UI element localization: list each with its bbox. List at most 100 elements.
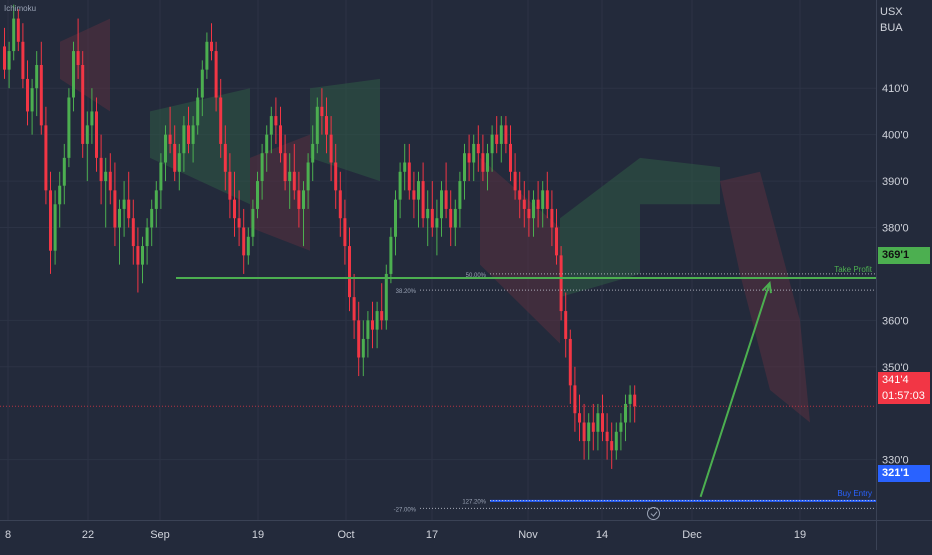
candle-127 xyxy=(587,413,591,460)
candle-99 xyxy=(458,171,462,228)
y-tick-label-3: 380'0 xyxy=(882,223,909,235)
candle-110 xyxy=(509,125,512,182)
candle-body-41 xyxy=(191,125,195,144)
trade-arrow xyxy=(699,281,772,498)
candle-body-35 xyxy=(164,134,167,163)
candle-122 xyxy=(564,292,568,358)
last-price-value: 341'4 xyxy=(882,374,909,386)
candle-126 xyxy=(582,403,586,460)
candle-body-10 xyxy=(49,190,52,251)
candle-107 xyxy=(495,116,499,154)
candle-body-80 xyxy=(371,320,374,330)
candle-8 xyxy=(39,41,43,135)
candle-77 xyxy=(357,301,361,377)
candle-74 xyxy=(343,199,347,265)
candle-body-110 xyxy=(509,143,512,172)
candle-4 xyxy=(21,23,25,89)
take-profit-price-badge: 369'1 xyxy=(878,247,930,264)
x-tick-label-1: 22 xyxy=(82,529,94,541)
candle-29 xyxy=(136,227,140,293)
levels: Take Profit Buy Entry xyxy=(0,265,876,502)
candle-15 xyxy=(72,41,75,112)
ichimoku-cloud xyxy=(60,18,810,423)
candle-body-130 xyxy=(601,413,604,432)
candle-61 xyxy=(283,134,287,191)
candle-body-63 xyxy=(292,171,296,191)
candle-130 xyxy=(601,394,604,442)
candle-body-124 xyxy=(573,385,577,414)
candle-36 xyxy=(168,106,172,154)
candle-body-38 xyxy=(177,153,181,172)
replay-icon[interactable] xyxy=(647,507,660,520)
candle-114 xyxy=(527,190,531,237)
candle-body-52 xyxy=(242,227,246,256)
y-tick-label-2: 390'0 xyxy=(882,176,909,188)
candle-78 xyxy=(361,320,365,377)
candle-104 xyxy=(481,134,485,182)
candle-90 xyxy=(417,171,420,228)
candle-body-121 xyxy=(559,255,563,312)
fib-label-3: -27.00% xyxy=(394,507,417,513)
candle-body-123 xyxy=(568,338,572,386)
candles xyxy=(3,4,637,469)
candle-123 xyxy=(568,329,572,404)
candle-body-117 xyxy=(541,190,545,209)
candle-body-58 xyxy=(269,116,273,135)
candle-body-62 xyxy=(288,171,292,182)
candle-21 xyxy=(99,134,103,205)
candle-52 xyxy=(242,208,246,274)
candle-134 xyxy=(619,413,623,451)
x-tick-label-5: 17 xyxy=(426,529,438,541)
candle-body-128 xyxy=(591,422,595,432)
candle-body-47 xyxy=(219,97,223,144)
candle-25 xyxy=(118,199,121,265)
cloud-segment-0 xyxy=(60,18,110,112)
candle-body-68 xyxy=(315,106,319,144)
candle-body-109 xyxy=(504,125,508,144)
candle-body-119 xyxy=(550,208,554,228)
candle-body-122 xyxy=(564,311,568,339)
candle-body-48 xyxy=(223,143,227,172)
candle-111 xyxy=(513,153,517,200)
x-tick-label-8: Dec xyxy=(682,529,702,541)
candle-body-98 xyxy=(453,208,457,228)
candle-47 xyxy=(219,78,223,158)
candle-body-91 xyxy=(421,181,425,219)
candle-body-87 xyxy=(403,162,407,172)
candle-body-18 xyxy=(85,125,89,144)
x-tick-label-9: 19 xyxy=(794,529,806,541)
candle-body-92 xyxy=(426,208,430,219)
candle-49 xyxy=(228,153,232,219)
candle-body-17 xyxy=(81,65,85,144)
cloud-segment-2 xyxy=(250,134,310,251)
take-profit-label: Take Profit xyxy=(834,265,873,274)
candle-body-69 xyxy=(320,106,324,117)
candle-body-96 xyxy=(444,190,448,209)
candle-83 xyxy=(384,264,388,330)
candle-body-85 xyxy=(394,199,397,237)
candle-113 xyxy=(522,181,526,228)
buy-entry-price-badge: 321'1 xyxy=(878,465,930,482)
candle-body-34 xyxy=(159,162,163,191)
time-axis-divider xyxy=(0,520,932,521)
x-tick-label-0: 8 xyxy=(5,529,11,541)
candle-body-74 xyxy=(343,218,347,247)
candle-65 xyxy=(302,181,305,247)
candle-109 xyxy=(504,116,508,154)
candle-128 xyxy=(591,403,595,451)
candle-124 xyxy=(573,366,577,432)
candle-92 xyxy=(426,190,430,247)
candle-59 xyxy=(274,97,278,144)
candle-body-33 xyxy=(154,190,158,209)
candle-85 xyxy=(394,190,397,256)
candle-70 xyxy=(325,97,328,154)
candle-41 xyxy=(191,116,195,163)
candle-43 xyxy=(200,60,204,117)
candle-129 xyxy=(596,403,600,451)
candle-body-13 xyxy=(62,157,66,186)
candle-0 xyxy=(3,27,6,79)
candle-57 xyxy=(265,125,269,172)
candle-body-44 xyxy=(205,41,209,70)
